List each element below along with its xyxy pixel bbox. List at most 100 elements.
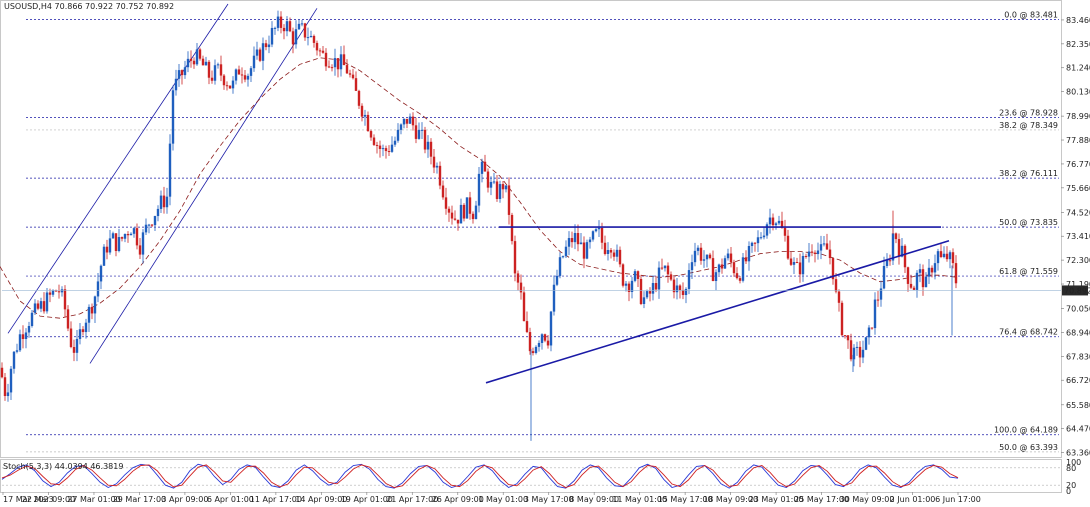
candle-body [300,23,304,25]
candle-body [852,347,856,360]
candle-body [468,197,472,214]
rising-trendline [485,239,950,384]
candle-body [786,235,790,259]
candle-body [111,233,115,239]
candle-body [381,148,385,150]
candle-body [423,129,427,150]
candle-body [252,55,256,69]
candle-body [486,171,490,188]
candle-body [525,321,529,333]
candle-body [96,281,100,297]
stochastic-tick-label: 80 [1066,464,1076,473]
candle-body [9,368,13,393]
candle-body [315,42,319,51]
candle-body [939,251,943,258]
candle-body [306,37,310,39]
fib-level-label: 76.4 @ 68.742 [999,328,1058,337]
price-tick-label: 66.720 [1066,376,1090,385]
candle-body [30,312,34,326]
candle-body [495,181,499,199]
candle-body [210,77,214,81]
candle-body [369,131,373,138]
candle-body [69,328,73,348]
candle-body [828,249,832,259]
candle-body [429,141,433,157]
candle-body [834,279,838,292]
candle-body [531,351,535,354]
candle-body [285,21,289,32]
candle-body [918,269,922,273]
candle-body [876,299,880,301]
candle-body [645,291,649,298]
candle-body [267,44,271,48]
candle-body [627,283,631,292]
candle-body [114,233,118,252]
candle-body [93,296,97,314]
candle-body [282,27,286,32]
candle-body [798,262,802,275]
candle-body [39,301,43,309]
current-price-label: 70.892 [1064,286,1090,295]
candle-body [537,342,541,347]
candle-body [696,247,700,251]
candle-body [855,346,859,348]
candle-body [360,105,364,117]
candle-body [951,252,955,264]
time-tick-label: 22 Mar 09:00 [22,495,75,504]
candle-body [249,68,253,76]
candle-body [720,264,724,269]
price-tick-label: 64.470 [1066,425,1090,434]
candle-body [384,148,388,152]
candle-body [99,265,103,282]
candle-body [180,70,184,76]
candle-body [339,54,343,70]
candle-body [717,264,721,273]
price-tick-label: 67.830 [1066,352,1090,361]
candle-body [609,250,613,253]
candle-body [54,290,58,292]
candle-body [330,67,334,69]
moving-average [0,57,959,319]
candle-body [738,278,742,281]
candle-body [132,228,136,234]
candle-body [3,377,7,397]
candle-body [168,143,172,197]
candle-body [732,262,736,274]
candle-body [234,69,238,81]
candle-body [342,54,346,66]
price-tick-label: 70.050 [1066,305,1090,314]
candle-body [498,184,502,199]
price-tick-label: 68.940 [1066,328,1090,337]
candle-body [807,251,811,257]
current-price-tag [1062,285,1088,296]
candle-body [420,129,424,131]
candle-body [948,252,952,260]
candle-body [585,242,589,259]
price-tick-label: 75.660 [1066,184,1090,193]
candle-body [726,253,730,259]
candle-body [576,233,580,245]
price-tick-label: 63.360 [1066,449,1090,458]
candle-body [603,242,607,254]
candle-body [903,245,907,268]
candle-body [780,220,784,228]
candle-body [753,242,757,244]
candle-body [198,49,202,59]
candle-body [273,27,277,29]
candle-body [483,161,487,172]
candle-body [192,60,196,65]
candle-body [402,118,406,125]
candle-body [417,129,421,139]
price-axis: 83.460 82.350 81.240 80.130 78.990 77.880 76.7… [2,16,1090,458]
candle-body [669,274,673,280]
candle-body [735,273,739,279]
candle-body [162,195,166,208]
candle-body [147,224,151,226]
candle-body [444,197,448,209]
candle-body [81,329,85,333]
candle-body [909,283,913,288]
candle-body [570,238,574,243]
fib-level-label: 61.8 @ 71.559 [999,267,1058,276]
